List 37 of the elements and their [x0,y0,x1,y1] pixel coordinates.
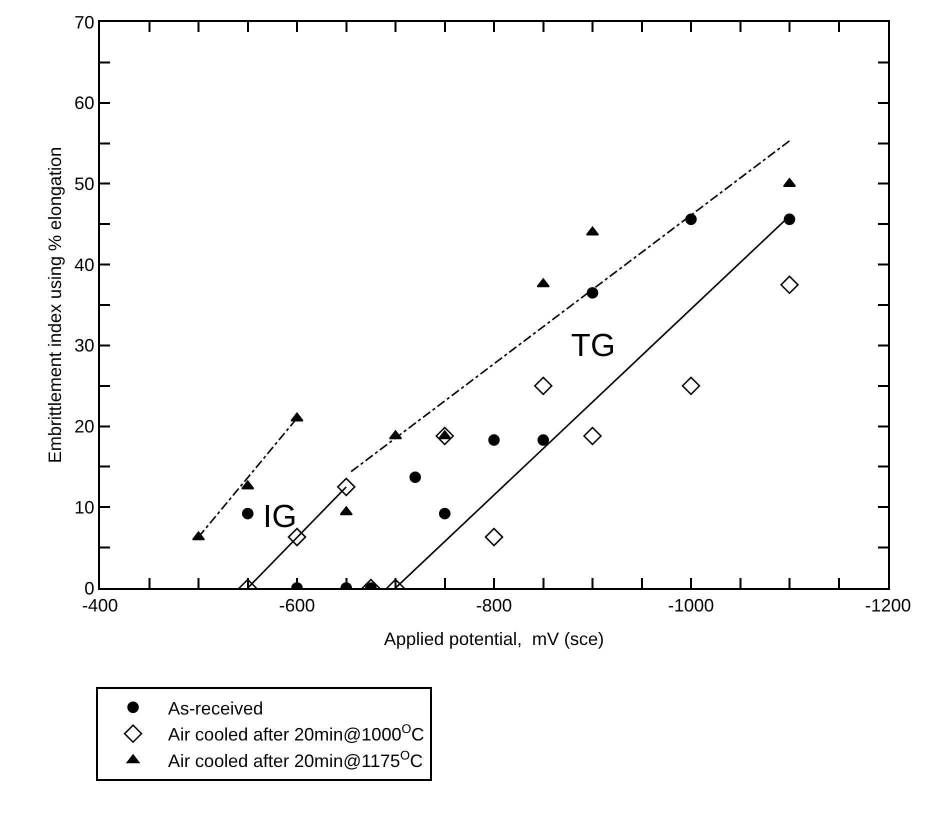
y-tick-label: 40 [74,254,94,275]
point [536,278,550,288]
point [409,471,421,483]
point [538,434,549,446]
point [488,434,500,446]
point [288,528,306,546]
y-tick-label: 30 [74,336,94,356]
legend-label: Air cooled after 20min@1175$^{O}$C [168,748,423,772]
x-tick-label: -1200 [864,596,912,616]
point [241,480,254,490]
point [586,287,598,299]
point [534,376,552,396]
point [439,508,450,520]
y-tick-label: 10 [74,497,94,518]
x-tick-label: -800 [476,596,512,616]
point [682,376,700,396]
legend-label: Air cooled after 20min@1000$^{O}$C [168,722,424,745]
y-tick-label: 0 [84,578,94,598]
point [242,508,254,520]
point [583,426,602,446]
annotation: IG [263,498,297,534]
x-tick-label: -600 [278,596,316,616]
y-tick-label: 60 [74,93,94,114]
y-tick-label: 20 [74,416,94,437]
point [780,276,799,294]
y-tick-label: 70 [74,12,94,32]
legend-label: As-received [168,698,264,718]
x-tick-label: -400 [82,596,118,616]
point [340,506,353,516]
y-axis-title: Embrittlement index using % elongation [45,146,66,464]
point [484,528,504,546]
point [685,214,697,226]
y-tick-label: 50 [74,174,94,194]
point [337,478,356,496]
x-axis-title: Applied potential, mV (sce) [384,629,604,650]
x-tick-label: -1000 [668,596,714,616]
annotation: TG [571,327,616,363]
